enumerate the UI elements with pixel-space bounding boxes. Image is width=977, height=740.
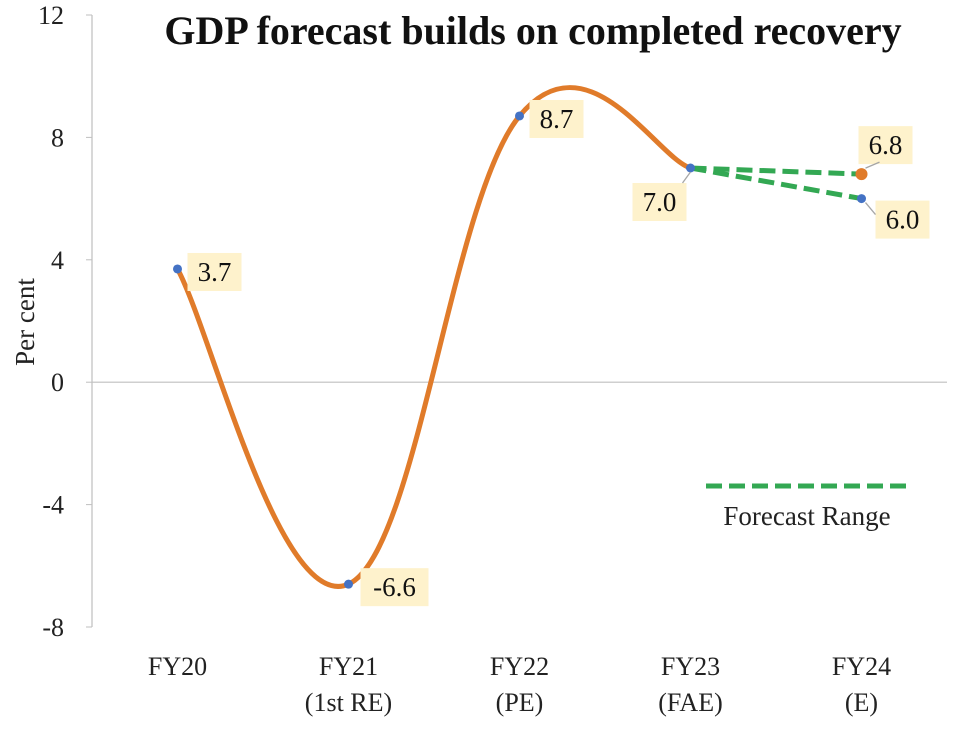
data-point	[686, 163, 695, 173]
data-label-bg	[632, 183, 687, 221]
y-tick-label: 12	[38, 1, 64, 30]
legend-label: Forecast Range	[723, 501, 890, 531]
y-tick-label: 0	[51, 368, 64, 397]
forecast-lower-label-bg	[875, 200, 930, 239]
gdp-series-line	[175, 85, 693, 589]
forecast-upper-label-bg	[858, 126, 913, 165]
data-label-bg	[187, 252, 242, 291]
x-tick-label: (PE)	[496, 688, 544, 717]
data-point	[344, 579, 353, 589]
data-label: 8.7	[540, 104, 574, 134]
x-tick-label: (FAE)	[658, 688, 723, 717]
leader-line	[865, 202, 876, 216]
data-point	[515, 111, 524, 121]
x-tick-label: FY20	[148, 652, 207, 681]
forecast-upper-point	[855, 168, 868, 181]
forecast-upper-line	[690, 165, 862, 177]
data-label-bg	[529, 99, 584, 138]
x-tick-label: (1st RE)	[305, 688, 392, 717]
data-label-bg	[360, 568, 429, 607]
x-tick-label: FY22	[490, 652, 549, 681]
leader-line	[865, 161, 880, 169]
data-label: 3.7	[198, 257, 232, 287]
x-tick-label: (E)	[845, 688, 878, 717]
data-point	[173, 264, 182, 274]
y-tick-label: 8	[51, 123, 64, 152]
data-label: -6.6	[373, 572, 416, 602]
forecast-lower-line	[690, 165, 862, 202]
forecast-lower-label: 6.0	[886, 205, 920, 235]
y-tick-label: 4	[51, 246, 64, 275]
y-axis-label: Per cent	[10, 278, 40, 366]
forecast-lower-point	[857, 194, 866, 204]
x-tick-label: FY24	[832, 652, 891, 681]
y-tick-label: -8	[42, 613, 64, 642]
leader-line	[681, 171, 692, 184]
legend: Forecast Range	[706, 483, 908, 531]
series-group	[173, 85, 868, 589]
forecast-upper-label: 6.8	[869, 130, 903, 160]
x-tick-label: FY23	[661, 652, 720, 681]
data-labels-group: 3.7 -6.6 8.7 7.0 6.8 6.0	[187, 99, 930, 607]
chart-title: GDP forecast builds on completed recover…	[164, 8, 901, 53]
axes-group: 12 8 4 0 -4 -8 FY20 FY21 (1st RE) FY22 (PE) FY23 (FA…	[38, 1, 947, 717]
x-tick-label: FY21	[319, 652, 378, 681]
data-label: 7.0	[643, 187, 677, 217]
y-tick-label: -4	[42, 491, 64, 520]
